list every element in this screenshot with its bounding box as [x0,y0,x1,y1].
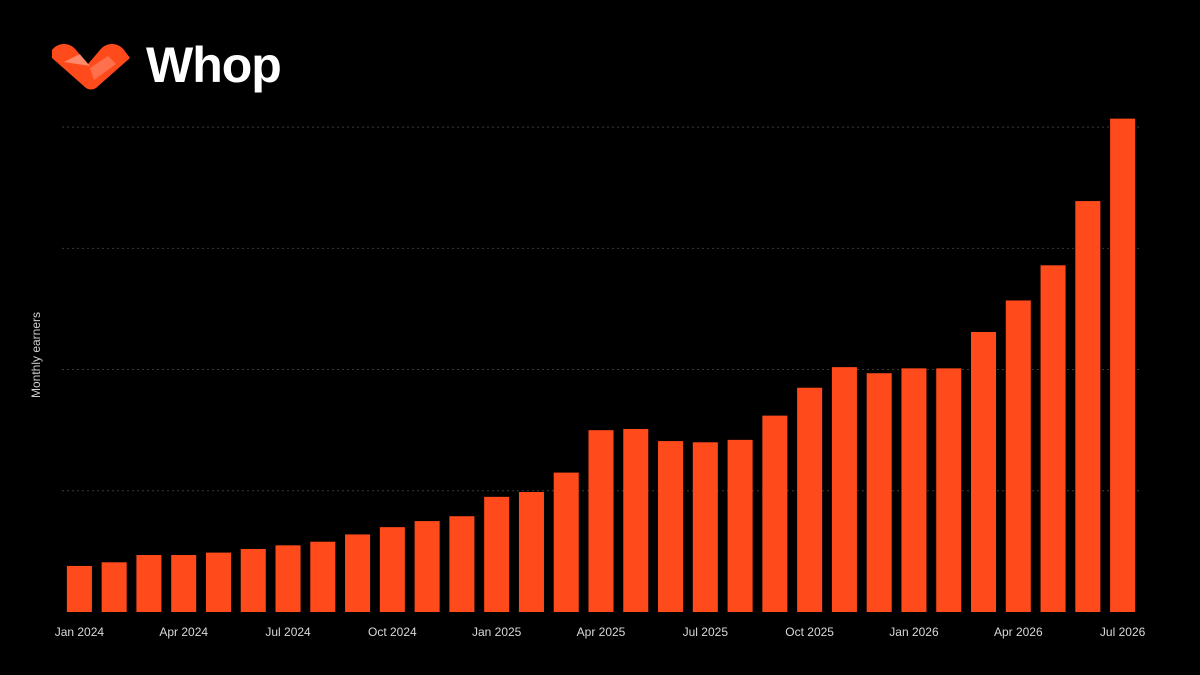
bar [727,439,753,612]
bar [136,555,162,612]
bar [66,565,92,612]
bar [1110,118,1136,612]
x-tick-label: Jan 2025 [472,625,522,639]
bar [762,415,788,612]
x-tick-label: Apr 2024 [159,625,208,639]
x-tick-label: Apr 2026 [994,625,1043,639]
x-tick-label: Apr 2025 [577,625,626,639]
x-tick-label: Oct 2024 [368,625,417,639]
x-tick-label: Oct 2025 [785,625,834,639]
bar [275,545,301,612]
bar [240,548,266,612]
bars [66,118,1136,612]
bar [414,521,440,612]
bar [866,373,892,612]
bar [553,472,579,612]
brand-name: Whop [146,37,282,93]
x-tick-label: Jul 2026 [1100,625,1146,639]
bar [1040,265,1066,612]
bar [970,331,997,612]
x-tick-label: Jul 2025 [683,625,729,639]
bar [171,555,197,612]
bar [692,442,718,612]
bar [901,368,927,612]
whop-logo: Whop [50,37,282,93]
bar [936,368,962,612]
bar [379,527,405,612]
bar [345,534,371,612]
bar [1005,300,1031,612]
bar [205,552,232,612]
x-tick-label: Jan 2026 [889,625,939,639]
bar [484,496,510,612]
bar [101,562,127,612]
bar [449,516,475,612]
x-tick-label: Jul 2024 [265,625,311,639]
bar [310,541,336,612]
x-tick-labels: Jan 2024 Apr 2024 Jul 2024 Oct 2024 Jan 2025… [55,625,1146,639]
x-tick-label: Jan 2024 [55,625,105,639]
bar [831,367,857,612]
bar [518,491,544,612]
bar [588,430,614,612]
bar [797,387,823,612]
bar [623,428,649,612]
whop-logo-icon [52,44,130,90]
bar [658,441,684,612]
bar [1075,201,1101,612]
